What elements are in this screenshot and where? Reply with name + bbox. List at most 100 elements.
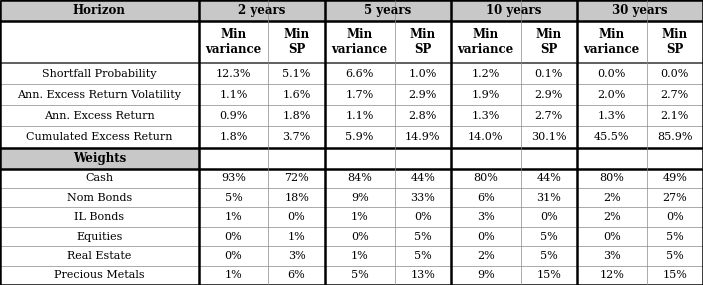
Text: 2.9%: 2.9% [534,90,563,100]
Text: Nom Bonds: Nom Bonds [67,193,132,203]
Text: Horizon: Horizon [73,4,126,17]
Text: Min
variance: Min variance [458,28,514,56]
Text: Min
SP: Min SP [410,28,436,56]
Text: 10 years: 10 years [486,4,541,17]
Text: 1.1%: 1.1% [219,90,247,100]
Bar [0,0,199,21]
Text: 5 years: 5 years [364,4,411,17]
Text: Min
variance: Min variance [332,28,388,56]
Bar [0,148,199,169]
Text: Min
SP: Min SP [536,28,562,56]
Text: 0.9%: 0.9% [219,111,247,121]
Text: 0%: 0% [225,251,243,261]
Text: 15%: 15% [662,270,688,280]
Text: 1.0%: 1.0% [408,69,437,79]
Text: 5%: 5% [225,193,243,203]
Text: 1.6%: 1.6% [283,90,311,100]
Text: IL Bonds: IL Bonds [75,212,124,222]
Bar [325,0,451,21]
Text: 1%: 1% [288,231,306,241]
Text: 13%: 13% [411,270,435,280]
Text: 5%: 5% [351,270,368,280]
Text: 2.7%: 2.7% [661,90,689,100]
Bar [577,0,703,21]
Text: 1%: 1% [225,270,243,280]
Text: 3%: 3% [288,251,306,261]
Text: 5%: 5% [414,231,432,241]
Text: 5%: 5% [666,251,684,261]
Text: 2.0%: 2.0% [598,90,626,100]
Text: 2%: 2% [477,251,495,261]
Text: Shortfall Probability: Shortfall Probability [42,69,157,79]
Text: 9%: 9% [351,193,368,203]
Text: 5.1%: 5.1% [283,69,311,79]
Text: 2%: 2% [603,212,621,222]
Text: 45.5%: 45.5% [594,132,630,142]
Text: Ann. Excess Return: Ann. Excess Return [44,111,155,121]
Text: 31%: 31% [536,193,561,203]
Text: 0%: 0% [288,212,306,222]
Text: 1.8%: 1.8% [283,111,311,121]
Text: 2%: 2% [603,193,621,203]
Text: Weights: Weights [72,152,126,165]
Text: 80%: 80% [473,173,498,183]
Text: 1.2%: 1.2% [472,69,500,79]
Text: 3%: 3% [477,212,495,222]
Text: 0.1%: 0.1% [534,69,563,79]
Text: 9%: 9% [477,270,495,280]
Text: 72%: 72% [284,173,309,183]
Text: Min
variance: Min variance [205,28,262,56]
Text: 0%: 0% [351,231,368,241]
Bar [199,0,325,21]
Text: 1.9%: 1.9% [472,90,500,100]
Text: 15%: 15% [536,270,561,280]
Text: 14.0%: 14.0% [468,132,503,142]
Text: Equities: Equities [76,231,122,241]
Text: 5.9%: 5.9% [345,132,374,142]
Text: 0%: 0% [414,212,432,222]
Text: 84%: 84% [347,173,372,183]
Text: 2 years: 2 years [238,4,285,17]
Text: Min
variance: Min variance [583,28,640,56]
Text: 93%: 93% [221,173,246,183]
Text: Real Estate: Real Estate [67,251,131,261]
Text: 1%: 1% [351,212,368,222]
Text: Min
SP: Min SP [662,28,688,56]
Text: 1.3%: 1.3% [598,111,626,121]
Text: Min
SP: Min SP [283,28,310,56]
Text: 0%: 0% [540,212,557,222]
Text: 33%: 33% [411,193,435,203]
Text: 1%: 1% [225,212,243,222]
Text: 12%: 12% [600,270,624,280]
Text: 1.3%: 1.3% [472,111,500,121]
Text: 6%: 6% [477,193,495,203]
Text: 1.8%: 1.8% [219,132,247,142]
Text: 1.1%: 1.1% [345,111,374,121]
Text: 80%: 80% [600,173,624,183]
Text: 0%: 0% [603,231,621,241]
Text: 30 years: 30 years [612,4,668,17]
Text: Cumulated Excess Return: Cumulated Excess Return [26,132,173,142]
Text: 2.8%: 2.8% [408,111,437,121]
Text: 12.3%: 12.3% [216,69,252,79]
Text: 6.6%: 6.6% [345,69,374,79]
Text: 49%: 49% [662,173,688,183]
Text: 44%: 44% [411,173,435,183]
Text: 0%: 0% [477,231,495,241]
Text: 44%: 44% [536,173,561,183]
Text: Cash: Cash [85,173,113,183]
Text: 5%: 5% [540,231,557,241]
Text: 3%: 3% [603,251,621,261]
Text: 85.9%: 85.9% [657,132,692,142]
Text: 0.0%: 0.0% [661,69,689,79]
Text: 2.9%: 2.9% [408,90,437,100]
Text: 18%: 18% [284,193,309,203]
Text: 5%: 5% [540,251,557,261]
Text: Precious Metals: Precious Metals [54,270,145,280]
Text: 6%: 6% [288,270,306,280]
Text: 14.9%: 14.9% [405,132,441,142]
Text: 30.1%: 30.1% [531,132,567,142]
Text: 5%: 5% [666,231,684,241]
Text: 0%: 0% [225,231,243,241]
Text: 1%: 1% [351,251,368,261]
